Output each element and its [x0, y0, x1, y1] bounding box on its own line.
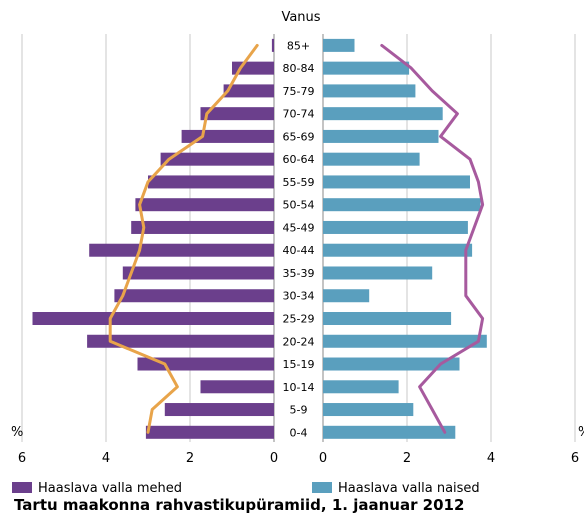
age-label-60-64: 60-64 [283, 153, 315, 166]
age-label-15-19: 15-19 [283, 358, 315, 371]
age-label-0-4: 0-4 [290, 426, 308, 439]
legend-label-women: Haaslava valla naised [338, 481, 480, 496]
x-tick-left-0: 0 [270, 451, 278, 466]
x-tick-left-4: 4 [102, 451, 110, 466]
bar-men-70-74 [200, 107, 274, 121]
bar-men-60-64 [160, 152, 274, 166]
bar-women-35-39 [323, 266, 433, 280]
male-bars [32, 38, 275, 439]
age-label-85+: 85+ [287, 39, 310, 52]
x-tick-right-0: 0 [319, 451, 327, 466]
x-tick-right-2: 2 [403, 451, 411, 466]
category-axis-title: Vanus [281, 10, 320, 25]
bar-men-85+ [271, 38, 274, 52]
age-label-40-44: 40-44 [283, 244, 315, 257]
x-tick-right-4: 4 [487, 451, 495, 466]
comparison-line-right [380, 43, 485, 434]
bar-men-75-79 [223, 84, 274, 98]
age-label-20-24: 20-24 [283, 335, 315, 348]
legend-swatch-men [12, 482, 32, 493]
bar-women-40-44 [323, 243, 473, 257]
bar-men-30-34 [114, 289, 275, 303]
age-label-80-84: 80-84 [283, 62, 315, 75]
bar-women-60-64 [323, 152, 420, 166]
chart-title: Tartu maakonna rahvastikupüramiid, 1. ja… [14, 496, 465, 514]
age-label-70-74: 70-74 [283, 108, 315, 121]
x-axis-ticks: 6 4 2 0 0 2 4 6 [18, 451, 579, 466]
bar-women-80-84 [323, 61, 410, 75]
age-label-5-9: 5-9 [290, 404, 308, 417]
legend-label-men: Haaslava valla mehed [38, 481, 182, 496]
x-tick-right-6: 6 [571, 451, 579, 466]
bar-women-85+ [323, 38, 355, 52]
bar-women-70-74 [323, 107, 443, 121]
bar-men-35-39 [122, 266, 274, 280]
bar-women-25-29 [323, 312, 452, 325]
bar-men-15-19 [137, 357, 274, 371]
bar-men-10-14 [200, 380, 274, 394]
bar-women-65-69 [323, 129, 439, 143]
bar-women-50-54 [323, 198, 481, 212]
bar-men-45-49 [131, 220, 274, 234]
bar-men-25-29 [32, 312, 274, 325]
bar-women-30-34 [323, 289, 370, 303]
legend-item-women: Haaslava valla naised [312, 481, 480, 496]
bar-men-50-54 [135, 198, 274, 212]
bar-men-5-9 [164, 403, 274, 417]
age-label-30-34: 30-34 [283, 290, 315, 303]
age-label-55-59: 55-59 [283, 176, 315, 189]
bar-men-40-44 [89, 243, 274, 257]
bar-women-10-14 [323, 380, 399, 394]
x-tick-left-2: 2 [186, 451, 194, 466]
unit-label-left: % [11, 425, 23, 440]
comparison-lines [108, 43, 485, 434]
bar-women-0-4 [323, 425, 456, 439]
bar-women-20-24 [323, 334, 487, 348]
age-group-labels: 85+ 80-84 75-79 70-74 65-69 60-64 55-59 50-54 45… [283, 39, 315, 439]
comparison-line-left [108, 43, 259, 434]
age-label-65-69: 65-69 [283, 130, 315, 143]
legend-item-men: Haaslava valla mehed [12, 481, 182, 496]
bar-women-75-79 [323, 84, 416, 98]
bar-men-0-4 [145, 425, 274, 439]
unit-label-right: % [578, 425, 584, 440]
x-tick-left-6: 6 [18, 451, 26, 466]
age-label-10-14: 10-14 [283, 381, 315, 394]
bar-women-5-9 [323, 403, 414, 417]
bar-women-55-59 [323, 175, 470, 189]
age-label-35-39: 35-39 [283, 267, 315, 280]
age-label-75-79: 75-79 [283, 85, 315, 98]
age-label-45-49: 45-49 [283, 221, 315, 234]
age-label-50-54: 50-54 [283, 199, 315, 212]
bar-women-45-49 [323, 220, 468, 234]
grid-lines [21, 34, 576, 442]
female-bars [323, 38, 487, 439]
legend-swatch-women [312, 482, 332, 493]
bar-women-15-19 [323, 357, 460, 371]
bar-men-55-59 [148, 175, 274, 189]
bar-men-20-24 [87, 334, 274, 348]
age-label-25-29: 25-29 [283, 313, 315, 326]
